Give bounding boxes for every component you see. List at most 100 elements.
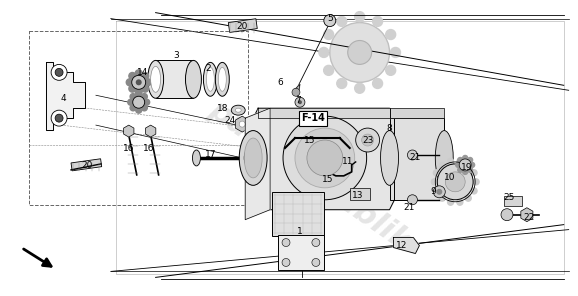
Circle shape <box>447 199 454 205</box>
Circle shape <box>445 172 465 192</box>
Text: partsRépublik: partsRépublik <box>203 94 417 256</box>
Circle shape <box>144 99 150 105</box>
Circle shape <box>292 88 300 96</box>
Circle shape <box>136 91 142 97</box>
Circle shape <box>386 65 396 75</box>
Circle shape <box>362 134 373 146</box>
Text: 16: 16 <box>143 144 154 152</box>
Polygon shape <box>294 84 300 96</box>
Polygon shape <box>46 62 85 130</box>
Text: 16: 16 <box>123 144 135 152</box>
Circle shape <box>447 158 454 165</box>
Circle shape <box>355 83 365 93</box>
Ellipse shape <box>239 131 267 185</box>
Circle shape <box>348 41 372 65</box>
Circle shape <box>458 167 463 172</box>
Text: 20: 20 <box>236 22 248 31</box>
Circle shape <box>471 188 477 194</box>
Circle shape <box>434 186 445 198</box>
Circle shape <box>132 75 146 89</box>
Circle shape <box>142 94 147 99</box>
Ellipse shape <box>192 150 201 166</box>
Circle shape <box>312 258 320 266</box>
Text: 17: 17 <box>205 150 216 160</box>
Text: 5: 5 <box>327 14 333 23</box>
Circle shape <box>282 258 290 266</box>
Polygon shape <box>394 238 420 253</box>
Circle shape <box>51 65 67 80</box>
Circle shape <box>312 239 320 247</box>
Circle shape <box>431 179 438 185</box>
Ellipse shape <box>380 131 398 185</box>
Text: 11: 11 <box>342 157 354 166</box>
Text: 4: 4 <box>60 94 66 103</box>
Circle shape <box>436 189 442 195</box>
Text: 6: 6 <box>277 78 283 87</box>
Text: 13: 13 <box>352 191 364 200</box>
Circle shape <box>282 239 290 247</box>
Circle shape <box>307 140 343 176</box>
Circle shape <box>295 97 305 107</box>
Circle shape <box>135 70 142 77</box>
Text: 2: 2 <box>206 64 211 73</box>
Circle shape <box>324 30 334 39</box>
Text: 18: 18 <box>217 104 228 113</box>
Circle shape <box>324 65 334 75</box>
Circle shape <box>457 158 463 165</box>
Circle shape <box>355 12 365 22</box>
Circle shape <box>438 164 473 200</box>
Circle shape <box>468 157 473 163</box>
Ellipse shape <box>216 62 229 96</box>
Circle shape <box>439 195 445 201</box>
Text: 10: 10 <box>443 173 455 182</box>
Text: 21: 21 <box>404 203 415 212</box>
Circle shape <box>142 85 149 92</box>
Text: 21: 21 <box>410 153 421 163</box>
Circle shape <box>386 30 396 39</box>
Circle shape <box>471 170 477 176</box>
Bar <box>155 60 194 98</box>
Circle shape <box>337 78 347 89</box>
Ellipse shape <box>218 67 227 91</box>
Text: 25: 25 <box>503 193 514 202</box>
Circle shape <box>130 94 136 99</box>
Circle shape <box>470 163 475 168</box>
Circle shape <box>462 155 468 160</box>
Circle shape <box>55 114 63 122</box>
Circle shape <box>465 195 471 201</box>
Ellipse shape <box>151 66 161 92</box>
Bar <box>278 235 324 271</box>
Circle shape <box>129 85 136 92</box>
Circle shape <box>501 209 513 221</box>
Ellipse shape <box>147 60 164 98</box>
Circle shape <box>135 88 142 95</box>
Ellipse shape <box>206 67 214 91</box>
Text: 24: 24 <box>225 116 236 125</box>
Bar <box>390 108 444 118</box>
Circle shape <box>283 116 366 200</box>
Text: 23: 23 <box>362 136 373 144</box>
Polygon shape <box>245 108 270 220</box>
Text: 8: 8 <box>387 124 392 133</box>
Circle shape <box>136 79 142 85</box>
Bar <box>390 118 444 200</box>
Circle shape <box>298 100 302 104</box>
Circle shape <box>144 79 151 86</box>
Text: 14: 14 <box>137 68 149 77</box>
Circle shape <box>55 68 63 76</box>
Circle shape <box>468 167 473 172</box>
Circle shape <box>142 73 149 79</box>
Text: 9: 9 <box>431 187 436 196</box>
Text: 3: 3 <box>173 51 179 60</box>
Circle shape <box>462 169 468 174</box>
Text: 19: 19 <box>461 163 473 172</box>
Circle shape <box>407 195 417 205</box>
Text: 22: 22 <box>523 213 535 222</box>
Circle shape <box>51 110 67 126</box>
Circle shape <box>133 96 144 108</box>
Circle shape <box>128 99 134 105</box>
Text: 15: 15 <box>304 136 316 144</box>
Circle shape <box>407 150 417 160</box>
Circle shape <box>373 78 383 89</box>
Bar <box>504 196 522 206</box>
